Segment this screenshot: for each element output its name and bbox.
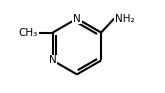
Text: NH₂: NH₂ — [115, 14, 135, 24]
Text: CH₃: CH₃ — [19, 28, 38, 38]
Text: N: N — [49, 55, 57, 65]
Text: N: N — [73, 14, 81, 24]
